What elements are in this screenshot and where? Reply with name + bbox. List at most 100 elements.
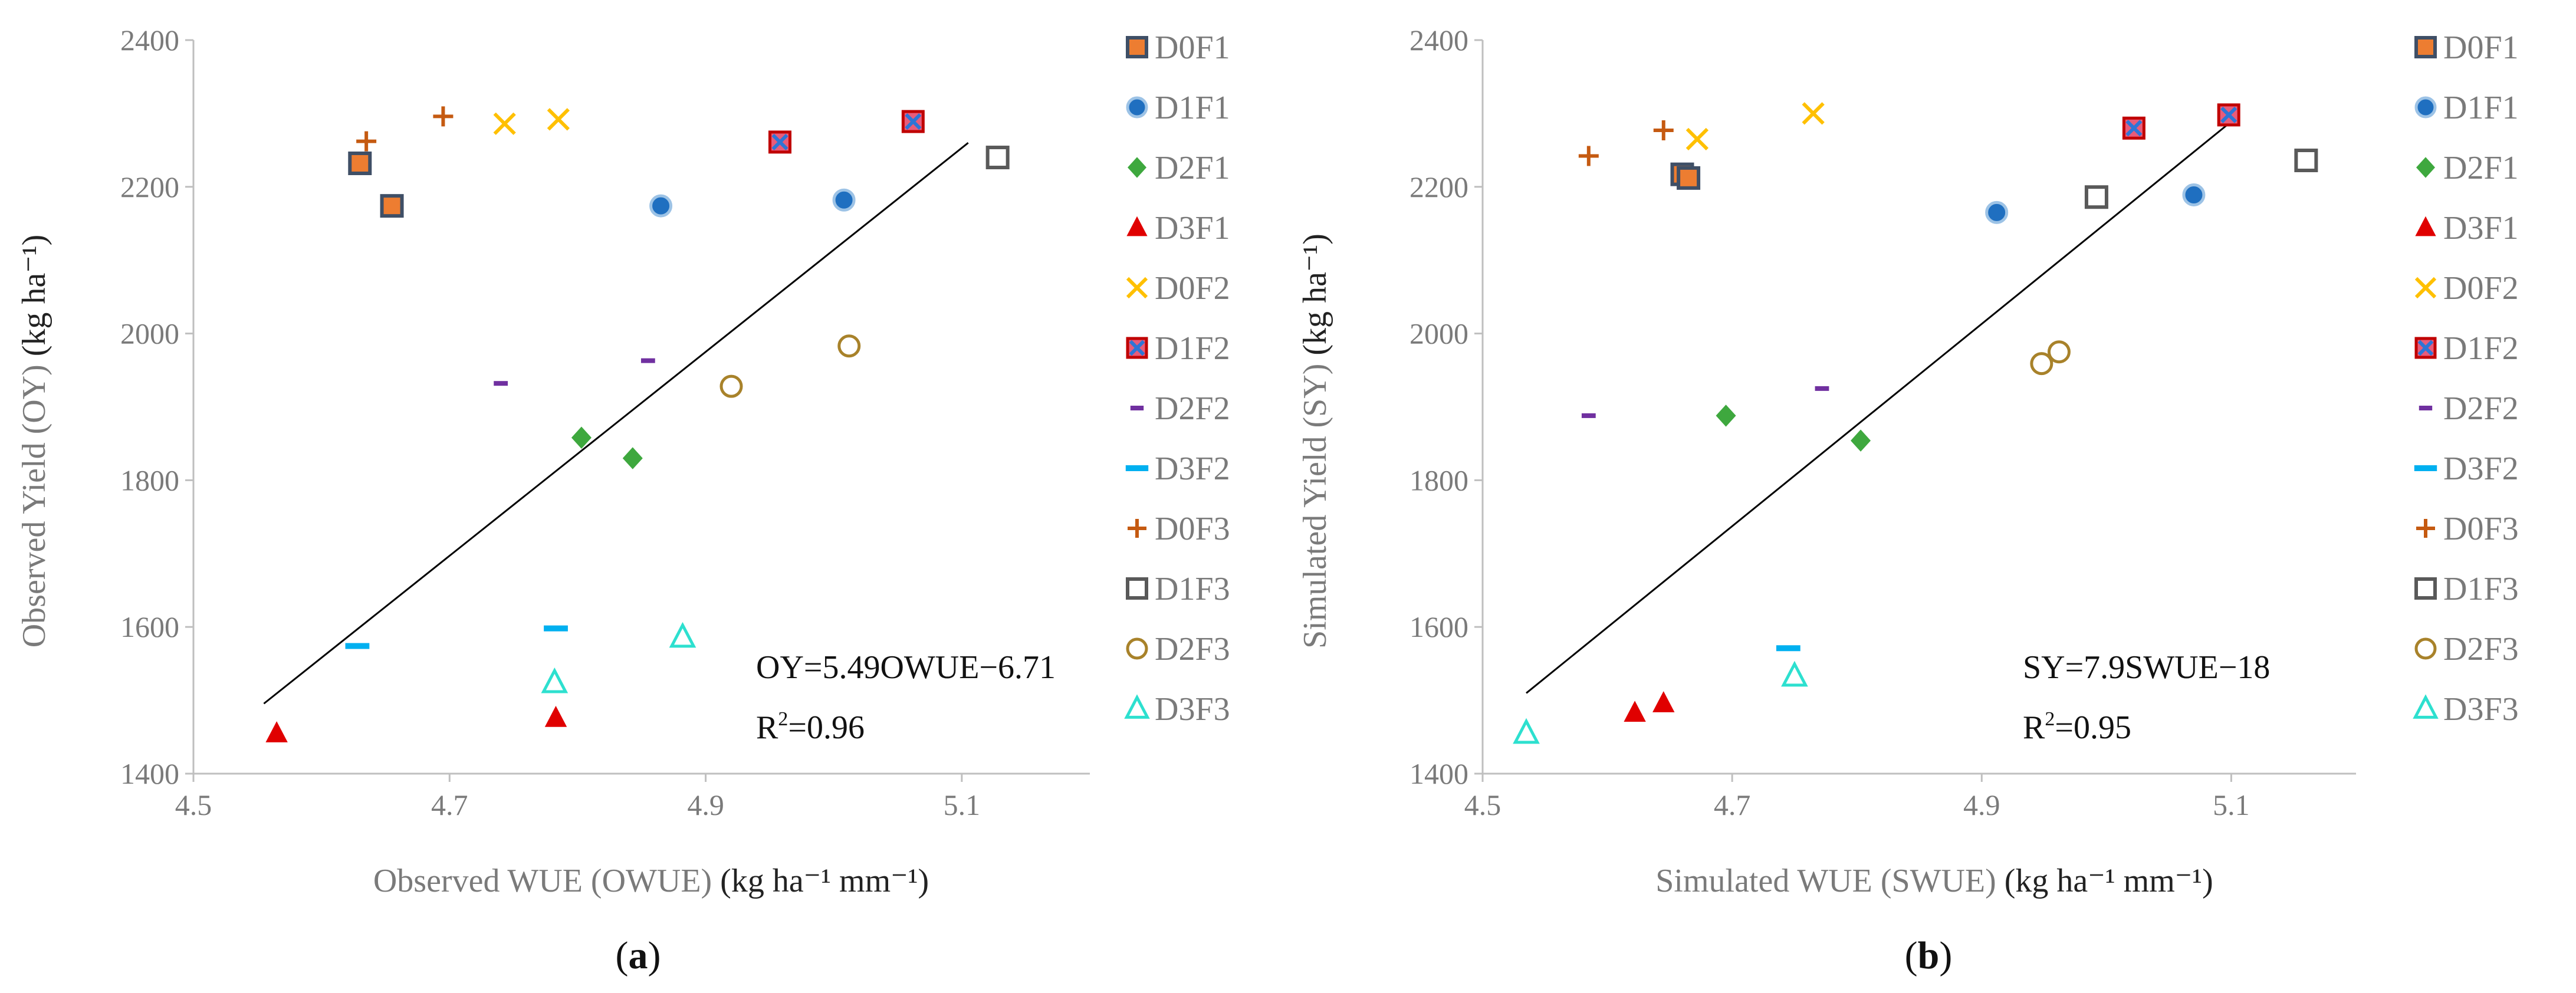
legend-marker-d1f1 bbox=[1126, 96, 1148, 119]
point-d2f2-1 bbox=[1581, 413, 1596, 418]
legend-item-d2f2: D2F2 bbox=[1130, 390, 1230, 427]
point-d3f3-2 bbox=[1781, 660, 1808, 687]
legend-label: D3F2 bbox=[1155, 451, 1230, 487]
legend-marker-d0f3 bbox=[1128, 519, 1146, 538]
point-d0f1-2 bbox=[380, 194, 404, 218]
legend-marker-d2f2 bbox=[1130, 406, 1144, 410]
point-d1f2-2 bbox=[2217, 103, 2240, 127]
legend-item-d1f2: D1F2 bbox=[1126, 330, 1230, 367]
panel-b-x-axis-label: Simulated WUE (SWUE) (kg ha⁻¹ mm⁻¹) bbox=[1655, 863, 2213, 899]
legend-marker-d3f2 bbox=[2414, 465, 2437, 471]
y-tick-label: 2400 bbox=[120, 24, 179, 57]
legend-marker-d2f2 bbox=[2419, 406, 2433, 410]
legend-marker-d3f1 bbox=[2415, 216, 2436, 236]
point-d2f1-1 bbox=[571, 426, 592, 449]
legend-label: D1F1 bbox=[2443, 90, 2519, 126]
x-tick-label: 4.5 bbox=[1464, 788, 1501, 821]
panel-b-axes bbox=[1481, 40, 2356, 775]
y-tick-label: 1400 bbox=[1409, 757, 1468, 790]
legend-item-d0f1: D0F1 bbox=[2414, 29, 2519, 66]
panel-b-trendline bbox=[1526, 116, 2238, 694]
y-tick-label: 1800 bbox=[120, 463, 179, 496]
legend-label: D2F1 bbox=[1155, 150, 1230, 186]
panel-a-y-axis-label: Observed Yield (OY) (kg ha⁻¹) bbox=[16, 235, 52, 648]
legend-item-d2f2: D2F2 bbox=[2419, 390, 2519, 427]
legend-item-d0f1: D0F1 bbox=[1126, 29, 1230, 66]
panel-a-data-points bbox=[265, 106, 1010, 742]
legend-marker-d0f1 bbox=[1126, 36, 1148, 58]
legend-marker-d0f3 bbox=[2416, 519, 2435, 538]
point-d1f1-1 bbox=[649, 194, 673, 218]
legend-label: D2F3 bbox=[2443, 631, 2519, 668]
legend-marker-d0f2 bbox=[1126, 277, 1148, 299]
panel-b-r-squared: R2=0.95 bbox=[2023, 708, 2131, 746]
panel-a-equation: OY=5.49OWUE−6.71 bbox=[756, 649, 1056, 686]
legend-marker-d2f1 bbox=[1128, 157, 1146, 178]
panel-b-equation: SY=7.9SWUE−18 bbox=[2023, 649, 2270, 686]
legend-marker-d1f2 bbox=[1126, 337, 1148, 359]
x-tick-label: 4.5 bbox=[175, 788, 212, 821]
point-d3f1-1 bbox=[1624, 701, 1646, 722]
legend-item-d0f2: D0F2 bbox=[2414, 270, 2519, 307]
panel-b-data-points bbox=[1513, 102, 2318, 744]
point-d3f1-1 bbox=[265, 721, 288, 742]
legend-item-d3f3: D3F3 bbox=[1124, 691, 1230, 728]
legend-item-d2f1: D2F1 bbox=[2416, 150, 2519, 186]
y-tick-label: 2200 bbox=[120, 170, 179, 203]
legend-label: D0F2 bbox=[2443, 270, 2519, 307]
legend-item-d1f2: D1F2 bbox=[2414, 330, 2519, 367]
point-d0f3-1 bbox=[356, 131, 377, 152]
point-d1f2-1 bbox=[768, 130, 792, 154]
panel-a-axes bbox=[192, 40, 1090, 775]
legend-label: D3F1 bbox=[2443, 210, 2519, 246]
legend-marker-d1f2 bbox=[2414, 337, 2437, 359]
point-d0f2-2 bbox=[1802, 102, 1825, 125]
x-tick-label: 4.7 bbox=[1714, 788, 1751, 821]
legend-item-d3f1: D3F1 bbox=[2415, 210, 2519, 246]
legend-item-d0f3: D0F3 bbox=[1128, 511, 1230, 547]
legend-marker-d3f1 bbox=[1126, 216, 1148, 236]
point-d2f1-2 bbox=[622, 447, 643, 469]
legend-marker-d1f3 bbox=[1126, 577, 1148, 600]
point-d3f1-2 bbox=[1652, 691, 1675, 712]
point-d0f1-1 bbox=[348, 151, 372, 175]
legend-label: D2F3 bbox=[1155, 631, 1230, 668]
legend-marker-d2f3 bbox=[1126, 637, 1148, 660]
point-d2f2-1 bbox=[494, 381, 508, 386]
legend-label: D3F1 bbox=[1155, 210, 1230, 246]
point-d3f3-1 bbox=[541, 667, 569, 693]
panel-a-trendline bbox=[263, 142, 969, 705]
legend-marker-d1f3 bbox=[2414, 577, 2437, 600]
point-d0f3-2 bbox=[1653, 120, 1674, 141]
y-tick-label: 2000 bbox=[120, 317, 179, 350]
legend-item-d3f3: D3F3 bbox=[2413, 691, 2519, 728]
point-d3f3-2 bbox=[669, 622, 696, 648]
legend-label: D3F2 bbox=[2443, 451, 2519, 487]
legend-label: D1F1 bbox=[1155, 90, 1230, 126]
panel-b-y-axis-label: Simulated Yield (SY) (kg ha⁻¹) bbox=[1297, 234, 1333, 649]
legend-label: D0F3 bbox=[2443, 511, 2519, 547]
panel-a: 4.5 4.7 4.9 5.1 1400 1600 1800 2000 2200 2400 OY… bbox=[16, 24, 1230, 977]
point-d1f3-1 bbox=[985, 146, 1010, 170]
point-d2f2-2 bbox=[640, 358, 655, 363]
legend-marker-d3f3 bbox=[1124, 694, 1150, 719]
point-d1f3-2 bbox=[2294, 149, 2318, 173]
legend-label: D2F1 bbox=[2443, 150, 2519, 186]
point-d0f2-2 bbox=[547, 108, 570, 131]
y-tick-label: 1600 bbox=[1409, 610, 1468, 643]
legend-item-d2f1: D2F1 bbox=[1128, 150, 1230, 186]
panel-b-caption: (b) bbox=[1905, 934, 1953, 977]
point-d1f1-1 bbox=[1985, 200, 2009, 224]
point-d2f3-2 bbox=[837, 334, 861, 358]
legend-label: D1F3 bbox=[2443, 571, 2519, 607]
y-tick-label: 2000 bbox=[1409, 317, 1468, 350]
panel-b-x-tick-labels: 4.5 4.7 4.9 5.1 bbox=[1464, 774, 2250, 821]
legend-item-d1f3: D1F3 bbox=[1126, 571, 1230, 607]
legend-marker-d0f1 bbox=[2414, 36, 2437, 58]
point-d2f1-1 bbox=[1716, 405, 1736, 427]
legend-item-d2f3: D2F3 bbox=[2414, 631, 2519, 668]
legend-marker-d2f1 bbox=[2416, 157, 2435, 178]
x-tick-label: 4.9 bbox=[1963, 788, 2000, 821]
legend-label: D0F3 bbox=[1155, 511, 1230, 547]
legend-label: D0F2 bbox=[1155, 270, 1230, 307]
